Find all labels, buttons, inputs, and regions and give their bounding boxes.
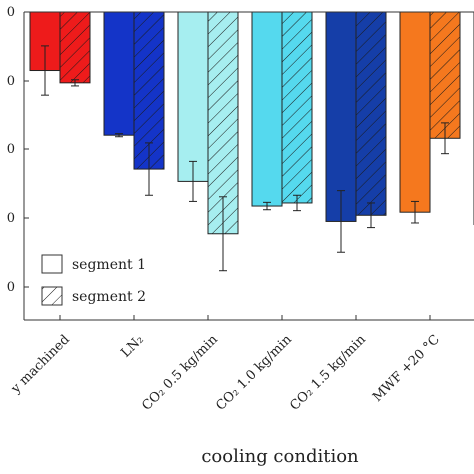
y-tick-label-0: 0 [7, 5, 15, 20]
x-axis-label: cooling condition [201, 446, 359, 467]
bar-1-5 [400, 12, 430, 213]
bar-1-3 [252, 12, 282, 207]
bars-layer [29, 11, 474, 235]
x-tick-label-0: y machined [8, 332, 73, 397]
y-tick-label-2: 0 [7, 142, 15, 157]
x-tick-label-2: CO₂ 0.5 kg/min [139, 332, 221, 414]
legend-label-segment-2: segment 2 [72, 289, 146, 305]
legend-label-segment-1: segment 1 [72, 257, 146, 273]
bar-hatch-3 [282, 12, 312, 203]
x-tick-label-5: MWF +20 °C [370, 332, 443, 405]
x-tick-label-3: CO₂ 1.0 kg/min [213, 332, 295, 414]
legend-swatch-segment-1 [41, 254, 63, 274]
x-tick-label-4: CO₂ 1.5 kg/min [287, 332, 369, 414]
x-tick-label-1: LN₂ [118, 332, 146, 360]
y-tick-label-1: 0 [7, 74, 15, 89]
axes [23, 11, 474, 321]
error-bars-layer [41, 45, 449, 272]
legend-swatch-segment-2 [41, 286, 63, 306]
bar-hatch-4 [356, 12, 386, 216]
y-tick-label-3: 0 [7, 211, 15, 226]
bar-hatch-5 [430, 12, 460, 139]
bar-hatch-0 [60, 12, 90, 83]
y-tick-label-4: 0 [7, 280, 15, 295]
bar-1-2 [178, 12, 208, 182]
bar-1-1 [104, 12, 134, 136]
legend: segment 1 segment 2 [41, 254, 146, 306]
bar-1-4 [326, 12, 356, 222]
